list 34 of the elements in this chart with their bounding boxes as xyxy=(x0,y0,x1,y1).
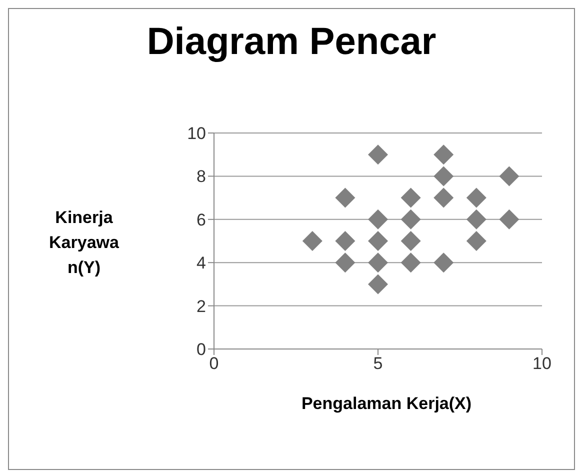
point xyxy=(368,231,388,251)
y-tick-label: 0 xyxy=(196,340,206,360)
y-tick-label: 10 xyxy=(187,124,206,144)
chart-title: Diagram Pencar xyxy=(146,21,438,64)
point xyxy=(466,188,486,208)
y-axis-title: Kinerja Karyawan(Y) xyxy=(49,207,119,279)
point xyxy=(335,231,356,251)
point xyxy=(400,231,421,251)
point xyxy=(400,188,421,208)
point xyxy=(466,231,486,251)
point xyxy=(400,209,421,230)
x-tick-label: 0 xyxy=(209,354,219,374)
y-tick-label: 6 xyxy=(196,210,206,230)
point xyxy=(368,144,388,165)
point xyxy=(434,144,454,165)
point xyxy=(499,209,520,230)
x-axis-title: Pengalaman Kerja(X) xyxy=(300,394,473,414)
point xyxy=(466,209,486,230)
y-tick-label: 2 xyxy=(196,296,206,316)
x-tick-label: 10 xyxy=(532,354,552,374)
point xyxy=(302,231,322,251)
point xyxy=(499,166,520,186)
y-tick-label: 8 xyxy=(196,167,206,186)
point xyxy=(400,252,421,273)
point xyxy=(335,252,356,273)
point xyxy=(368,252,388,273)
point xyxy=(434,252,454,273)
point xyxy=(368,274,388,294)
point xyxy=(368,209,388,230)
point xyxy=(434,166,454,186)
point xyxy=(434,188,454,208)
point xyxy=(335,188,356,208)
y-tick-label: 4 xyxy=(196,254,206,273)
x-tick-label: 5 xyxy=(373,354,383,374)
